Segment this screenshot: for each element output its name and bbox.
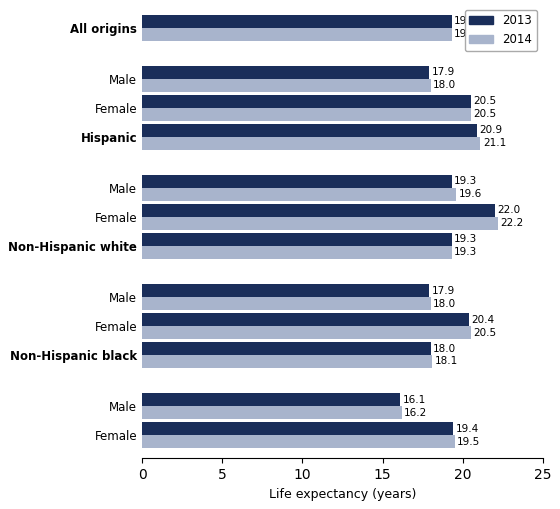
Text: 19.3: 19.3 <box>454 247 477 258</box>
Bar <box>142 326 471 339</box>
Text: 19.3: 19.3 <box>454 16 477 26</box>
Text: 17.9: 17.9 <box>432 286 455 296</box>
Bar <box>142 27 451 41</box>
Bar <box>142 284 429 297</box>
Text: 20.5: 20.5 <box>473 109 496 119</box>
Text: 22.2: 22.2 <box>501 218 524 229</box>
Bar <box>142 66 429 79</box>
Text: 16.1: 16.1 <box>403 395 426 405</box>
Legend: 2013, 2014: 2013, 2014 <box>465 10 537 51</box>
Bar <box>142 342 431 355</box>
Text: 22.0: 22.0 <box>497 206 520 215</box>
Text: 18.0: 18.0 <box>433 298 456 308</box>
Bar <box>142 137 480 150</box>
Text: 16.2: 16.2 <box>404 408 427 418</box>
Bar <box>142 422 453 435</box>
Bar <box>142 435 455 448</box>
Text: 18.0: 18.0 <box>433 80 456 90</box>
Bar <box>142 124 477 137</box>
Bar <box>142 246 451 259</box>
Text: 18.1: 18.1 <box>435 356 458 366</box>
X-axis label: Life expectancy (years): Life expectancy (years) <box>269 488 416 501</box>
Bar <box>142 297 431 310</box>
Text: 20.5: 20.5 <box>473 96 496 106</box>
Text: 19.3: 19.3 <box>454 177 477 186</box>
Bar <box>142 108 471 121</box>
Bar <box>142 188 456 201</box>
Bar <box>142 233 451 246</box>
Text: 21.1: 21.1 <box>483 138 506 148</box>
Text: 19.5: 19.5 <box>457 437 480 446</box>
Bar <box>142 79 431 92</box>
Bar <box>142 393 400 406</box>
Text: 19.6: 19.6 <box>459 189 482 200</box>
Text: 20.5: 20.5 <box>473 327 496 337</box>
Bar <box>142 175 451 188</box>
Text: 20.9: 20.9 <box>479 125 503 135</box>
Text: 18.0: 18.0 <box>433 344 456 354</box>
Bar <box>142 313 469 326</box>
Text: 20.4: 20.4 <box>472 315 494 325</box>
Bar <box>142 95 471 108</box>
Bar <box>142 406 402 419</box>
Text: 19.3: 19.3 <box>454 29 477 39</box>
Bar <box>142 15 451 27</box>
Text: 19.3: 19.3 <box>454 235 477 244</box>
Text: 19.4: 19.4 <box>455 424 479 434</box>
Bar <box>142 355 432 368</box>
Bar <box>142 204 495 217</box>
Bar <box>142 217 498 230</box>
Text: 17.9: 17.9 <box>432 67 455 77</box>
